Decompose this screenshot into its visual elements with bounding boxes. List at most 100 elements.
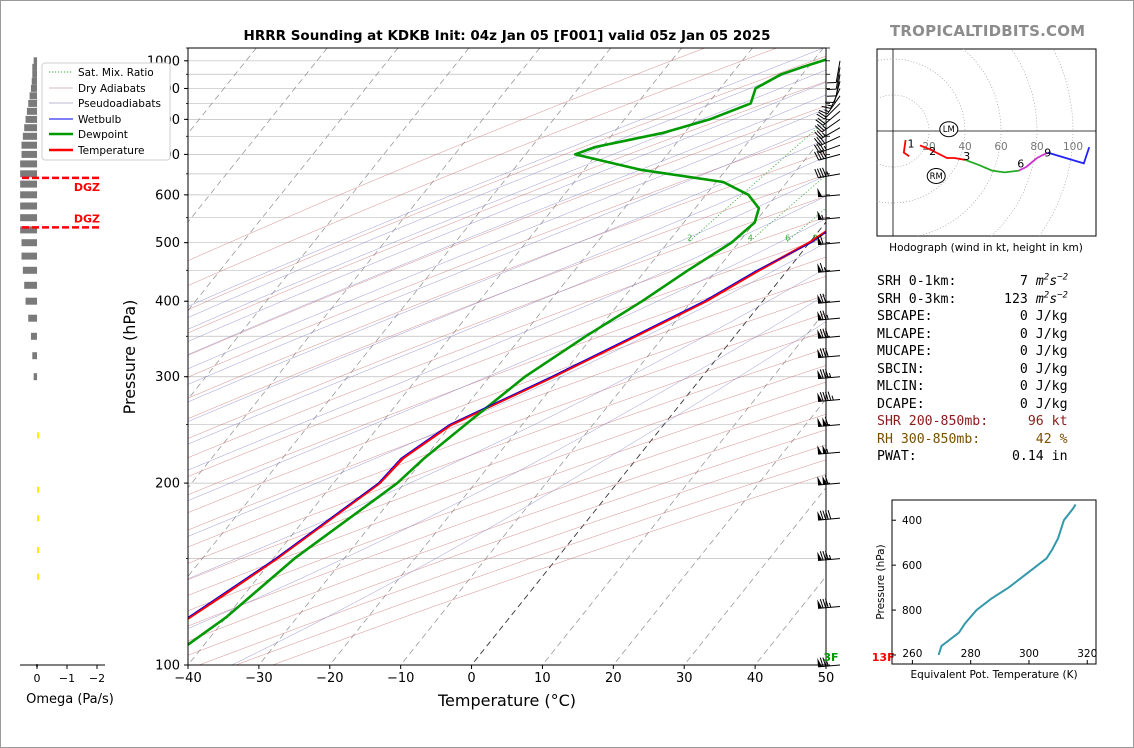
wind-barb — [813, 142, 841, 154]
barb-shaft — [818, 399, 841, 402]
barb-full — [822, 598, 827, 608]
omega-x-tick-label: 0 — [34, 672, 41, 685]
wind-barb — [826, 67, 841, 90]
theta-e-panel: 260 280 300 320 400 600 800 — [892, 503, 1097, 664]
barb-half — [826, 448, 829, 454]
stat-label: SRH 0-1km: — [877, 274, 957, 289]
barb-full — [819, 235, 824, 245]
wind-barb — [814, 149, 841, 161]
barb-flag — [822, 417, 827, 426]
wind-barb — [814, 135, 841, 147]
hodo-segment-red — [919, 144, 966, 161]
barb-full — [819, 510, 824, 520]
barb-shaft — [824, 103, 841, 120]
barb-full — [819, 262, 824, 272]
stat-label: SBCIN: — [877, 361, 925, 377]
x-tick-label: 50 — [818, 671, 835, 686]
barb-full — [817, 117, 826, 125]
omega-bar — [31, 77, 37, 85]
wind-barb — [826, 60, 841, 84]
stat-value: 123 — [1004, 291, 1028, 307]
stat-label: RH 300-850mb: — [877, 431, 981, 447]
barb-shaft — [818, 424, 841, 427]
omega-bar — [25, 297, 38, 305]
legend-dry-adiabats: Dry Adiabats — [78, 83, 146, 95]
barb-shaft — [818, 217, 841, 221]
isotherm-line — [188, 48, 541, 489]
wind-barb — [817, 657, 841, 668]
temperature-profile — [188, 230, 826, 620]
wind-barb — [818, 95, 841, 115]
barb-flag — [817, 599, 823, 609]
dry-adiabat-line — [188, 365, 826, 596]
omega-bar — [24, 124, 37, 132]
theta-e-x-tick-label: 280 — [961, 648, 981, 660]
barb-full — [822, 310, 827, 320]
wind-barb — [817, 293, 841, 304]
pseudoadiabat-line — [188, 195, 826, 471]
barb-full — [816, 136, 823, 145]
barb-flag — [817, 311, 823, 321]
pseudoadiabat-line — [188, 58, 826, 318]
omega-bar — [32, 70, 37, 78]
omega-bar — [20, 226, 38, 234]
x-tick-label: 10 — [534, 671, 551, 686]
barb-full — [816, 168, 822, 178]
barb-half — [826, 661, 829, 667]
hodo-ring-label: 40 — [958, 141, 971, 153]
dgz-label: DGZ — [74, 181, 100, 194]
omega-yellow-mark — [37, 432, 39, 439]
barb-half — [826, 314, 829, 320]
hodo-height-label: 2 — [929, 145, 936, 158]
mixing-ratio-line — [687, 119, 826, 243]
dry-adiabat-line — [188, 348, 826, 580]
barb-full — [816, 123, 825, 131]
wind-barb — [817, 368, 841, 380]
barb-full — [824, 475, 829, 485]
mixing-ratio-label: 6 — [785, 234, 790, 243]
wind-barb — [817, 550, 841, 561]
sounding-parameters: SRH 0-1km: 7 m2s−2 SRH 0-3km: 123 m2s−2 SB… — [877, 273, 1068, 466]
legend-temperature: Temperature — [77, 145, 145, 157]
barb-full — [827, 391, 832, 401]
barb-half — [827, 104, 832, 107]
surface-temperature-label: 13F — [872, 651, 895, 664]
barb-full — [825, 510, 829, 520]
wind-barb — [817, 510, 841, 521]
isotherm-line — [188, 48, 470, 400]
stat-label: MUCAPE: — [877, 344, 933, 359]
barb-full — [821, 105, 831, 109]
hodo-height-label: 1 — [908, 138, 915, 151]
wind-barb — [817, 210, 841, 221]
mixing-ratio-label: 2 — [687, 234, 692, 243]
theta-e-plot — [937, 503, 1077, 656]
barb-flag — [822, 444, 827, 454]
x-tick-label: 30 — [676, 671, 693, 686]
wind-barb — [814, 127, 841, 140]
omega-bar — [28, 314, 38, 322]
pseudoadiabat-line — [188, 94, 826, 355]
y-tick-label: 500 — [155, 236, 180, 251]
theta-e-xlabel: Equivalent Pot. Temperature (K) — [910, 669, 1077, 681]
dry-adiabat-line — [188, 152, 826, 399]
pseudoadiabat-line — [188, 294, 826, 629]
wind-barb — [817, 416, 841, 427]
omega-bar — [25, 115, 38, 123]
barb-flag — [817, 369, 823, 379]
barb-full — [825, 550, 829, 560]
hodo-marker — [939, 121, 959, 138]
isotherm-line — [188, 48, 328, 223]
dry-adiabat-line — [188, 105, 826, 356]
mixing-ratio-line — [748, 174, 826, 244]
theta-e-frame — [891, 499, 1097, 665]
pseudoadiabat-line — [231, 321, 826, 665]
pseudoadiabat-line — [188, 175, 826, 445]
stat-row: MLCIN: 0 J/kg — [877, 378, 1068, 396]
barb-full — [813, 144, 820, 153]
hodo-marker — [926, 168, 946, 184]
wind-barb — [817, 391, 841, 402]
barb-half — [831, 395, 834, 401]
barb-full — [814, 125, 823, 133]
